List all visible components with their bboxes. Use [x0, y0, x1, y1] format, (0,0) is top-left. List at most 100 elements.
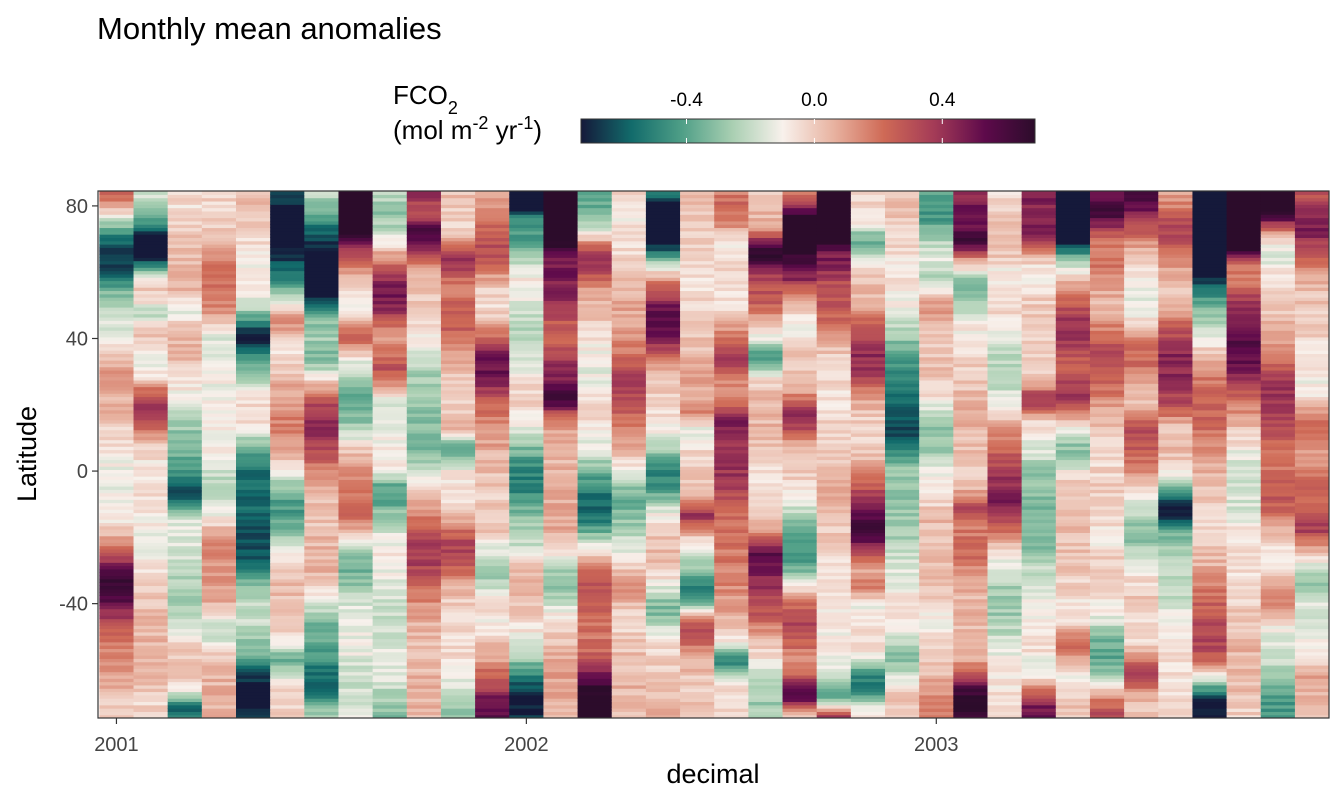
- heatmap-cell: [304, 674, 340, 679]
- heatmap-cell: [543, 469, 579, 474]
- heatmap-cell: [748, 605, 784, 610]
- heatmap-cell: [850, 635, 886, 640]
- heatmap-cell: [850, 588, 886, 593]
- heatmap-cell: [953, 237, 989, 242]
- heatmap-cell: [782, 207, 818, 212]
- heatmap-cell: [236, 635, 271, 640]
- heatmap-cell: [748, 326, 784, 331]
- heatmap-cell: [201, 307, 237, 311]
- heatmap-cell: [680, 263, 715, 268]
- heatmap-cell: [304, 552, 340, 557]
- heatmap-cell: [748, 565, 784, 570]
- heatmap-cell: [167, 263, 203, 268]
- heatmap-cell: [577, 336, 613, 341]
- heatmap-cell: [236, 485, 271, 490]
- heatmap-cell: [509, 701, 545, 706]
- heatmap-cell: [406, 442, 442, 447]
- heatmap-cell: [372, 283, 408, 288]
- heatmap-cell: [338, 621, 374, 626]
- heatmap-cell: [236, 671, 271, 676]
- heatmap-cell: [1089, 522, 1125, 527]
- heatmap-cell: [201, 572, 237, 577]
- heatmap-cell: [953, 681, 989, 686]
- heatmap-cell: [645, 562, 681, 567]
- heatmap-cell: [509, 386, 545, 391]
- heatmap-cell: [201, 628, 237, 633]
- heatmap-cell: [1055, 502, 1091, 507]
- heatmap-cell: [133, 237, 169, 242]
- heatmap-cell: [782, 376, 818, 381]
- heatmap-cell: [440, 389, 476, 394]
- heatmap-cell: [748, 413, 784, 417]
- heatmap-cell: [577, 678, 613, 683]
- heatmap-cell: [236, 615, 271, 620]
- heatmap-cell: [645, 346, 681, 351]
- heatmap-cell: [509, 608, 545, 613]
- heatmap-cell: [304, 638, 340, 643]
- heatmap-cell: [99, 542, 135, 547]
- heatmap-cell: [236, 618, 271, 623]
- heatmap-cell: [1089, 499, 1125, 504]
- heatmap-cell: [270, 645, 305, 649]
- heatmap-cell: [748, 462, 784, 467]
- heatmap-cell: [440, 393, 476, 398]
- heatmap-cell: [714, 681, 749, 686]
- heatmap-cell: [714, 565, 749, 570]
- heatmap-cell: [338, 373, 374, 378]
- heatmap-cell: [816, 283, 852, 288]
- heatmap-cell: [987, 399, 1023, 404]
- heatmap-cell: [816, 207, 852, 212]
- heatmap-cell: [714, 568, 749, 573]
- heatmap-cell: [885, 240, 920, 245]
- heatmap-cell: [987, 674, 1023, 679]
- heatmap-cell: [440, 439, 476, 444]
- heatmap-cell: [440, 277, 476, 282]
- heatmap-cell: [99, 197, 135, 202]
- heatmap-cell: [167, 250, 203, 255]
- heatmap-cell: [338, 674, 374, 679]
- heatmap-cell: [372, 525, 408, 530]
- heatmap-cell: [885, 558, 920, 563]
- heatmap-cell: [885, 572, 920, 577]
- heatmap-cell: [133, 234, 169, 238]
- heatmap-cell: [270, 439, 305, 444]
- heatmap-cell: [475, 595, 510, 600]
- heatmap-cell: [611, 681, 647, 686]
- heatmap-cell: [850, 661, 886, 666]
- heatmap-cell: [406, 237, 442, 242]
- heatmap-cell: [1021, 522, 1057, 527]
- heatmap-cell: [885, 409, 920, 414]
- heatmap-cell: [1021, 244, 1057, 248]
- heatmap-cell: [680, 535, 715, 540]
- heatmap-cell: [577, 704, 613, 709]
- heatmap-cell: [577, 250, 613, 255]
- heatmap-cell: [987, 691, 1023, 696]
- heatmap-cell: [372, 479, 408, 484]
- heatmap-cell: [406, 519, 442, 524]
- heatmap-cell: [816, 247, 852, 252]
- heatmap-cell: [953, 691, 989, 696]
- heatmap-cell: [543, 446, 579, 451]
- heatmap-cell: [372, 545, 408, 550]
- heatmap-cell: [714, 297, 749, 301]
- heatmap-cell: [201, 416, 237, 421]
- heatmap-cell: [987, 684, 1023, 689]
- heatmap-cell: [167, 330, 203, 335]
- heatmap-cell: [577, 409, 613, 414]
- heatmap-cell: [1021, 343, 1057, 348]
- heatmap-cell: [1055, 611, 1091, 616]
- heatmap-cell: [304, 323, 340, 328]
- heatmap-cell: [611, 263, 647, 268]
- heatmap-cell: [1021, 413, 1057, 417]
- heatmap-cell: [1124, 476, 1159, 480]
- heatmap-cell: [919, 688, 954, 693]
- heatmap-cell: [1055, 244, 1091, 248]
- heatmap-cell: [372, 542, 408, 547]
- heatmap-cell: [919, 651, 954, 656]
- heatmap-cell: [611, 452, 647, 457]
- heatmap-cell: [645, 601, 681, 606]
- heatmap-cell: [543, 250, 579, 255]
- heatmap-cell: [680, 343, 715, 348]
- heatmap-cell: [748, 442, 784, 447]
- heatmap-cell: [475, 210, 510, 215]
